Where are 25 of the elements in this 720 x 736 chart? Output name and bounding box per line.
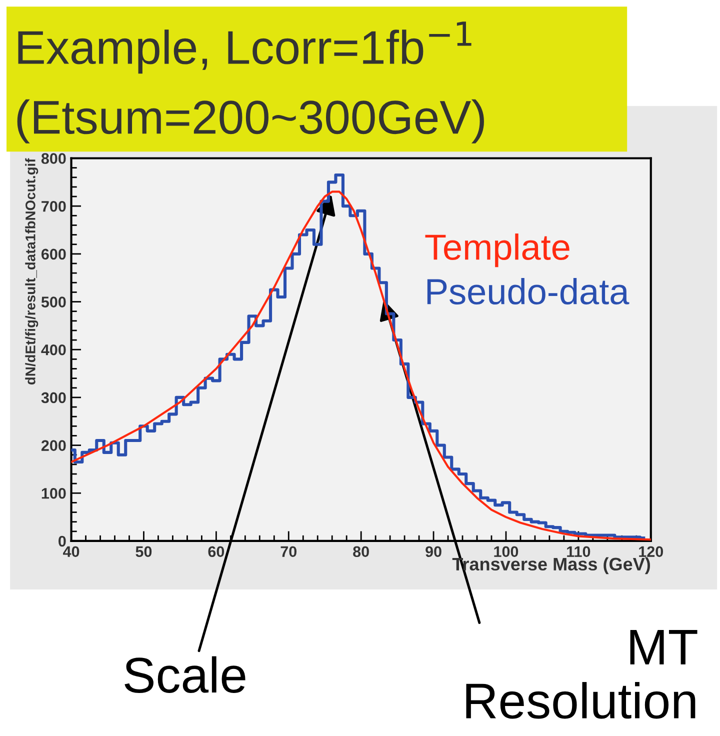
series-label: Template [425,233,570,268]
chart-subtitle: (Etsum=200~300GeV) [17,99,484,144]
x-tick-label: 120 [639,546,663,558]
x-tick-label: 90 [426,546,442,558]
annotation: MT Resolution [466,630,698,719]
y-tick-label: 800 [41,153,66,164]
series-label: Pseudo-data [427,278,630,305]
x-tick-label: 110 [567,546,590,558]
annotation: Scale [124,656,246,693]
y-tick-label: 700 [42,200,66,212]
y-tick-label: 0 [58,536,66,547]
y-tick-label: 100 [42,488,66,499]
x-tick-label: 80 [353,546,369,558]
x-tick-label: 60 [208,546,224,558]
x-tick-label: 40 [63,546,80,558]
x-tick-label: 50 [136,546,152,558]
y-axis-title: dN/dEt/fig/result_data1fbNOcut.gif [25,158,38,385]
y-tick-label: 500 [41,296,66,308]
chart-title: Example, Lcorr=1fb$^{−1}$ [18,22,472,74]
x-tick-label: 70 [280,546,296,558]
y-tick-label: 600 [41,248,66,260]
x-tick-label: 100 [494,546,518,558]
y-tick-label: 200 [41,440,66,451]
y-tick-label: 400 [41,344,66,356]
y-tick-label: 300 [41,392,66,404]
